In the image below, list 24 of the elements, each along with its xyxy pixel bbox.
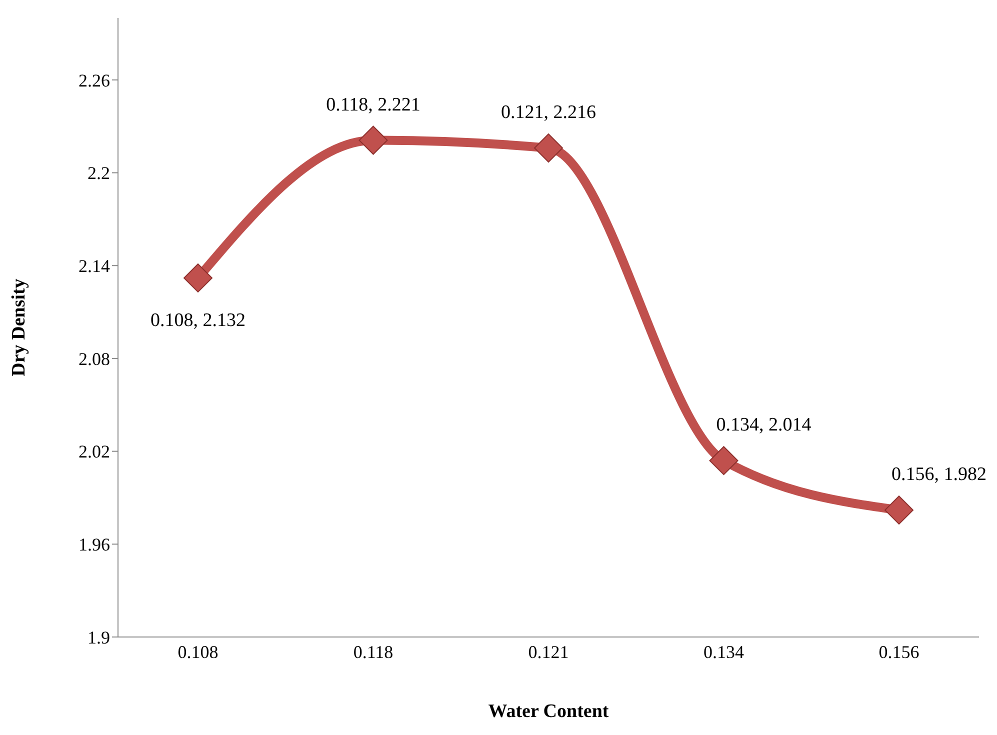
- point: [709, 446, 738, 476]
- data-label: 0.121, 2.216: [501, 102, 596, 123]
- data-label: 0.108, 2.132: [150, 310, 246, 331]
- data-label: 0.118, 2.221: [326, 94, 420, 116]
- point: [358, 126, 388, 155]
- y-tick-label: 2.02: [78, 442, 110, 462]
- x-axis-title: Water Content: [488, 701, 610, 722]
- point: [534, 133, 563, 162]
- point: [184, 263, 212, 292]
- x-tick-label: 0.134: [704, 642, 744, 662]
- point: [884, 496, 914, 525]
- data-label: 0.156, 1.982: [892, 464, 986, 486]
- y-tick-label: 2.08: [78, 348, 110, 369]
- y-tick-label: 1.96: [78, 534, 110, 555]
- y-tick-label: 1.9: [88, 627, 110, 648]
- x-tick-label: 0.108: [178, 642, 218, 662]
- y-tick-label: 2.26: [78, 70, 110, 90]
- data-label: 0.134, 2.014: [716, 414, 812, 436]
- y-tick-label: 2.14: [78, 256, 110, 276]
- x-tick-label: 0.118: [353, 642, 394, 662]
- y-axis-title: Dry Density: [8, 278, 30, 376]
- x-tick-label: 0.121: [528, 642, 569, 662]
- y-tick-label: 2.2: [88, 163, 110, 184]
- x-tick-label: 0.156: [878, 642, 920, 662]
